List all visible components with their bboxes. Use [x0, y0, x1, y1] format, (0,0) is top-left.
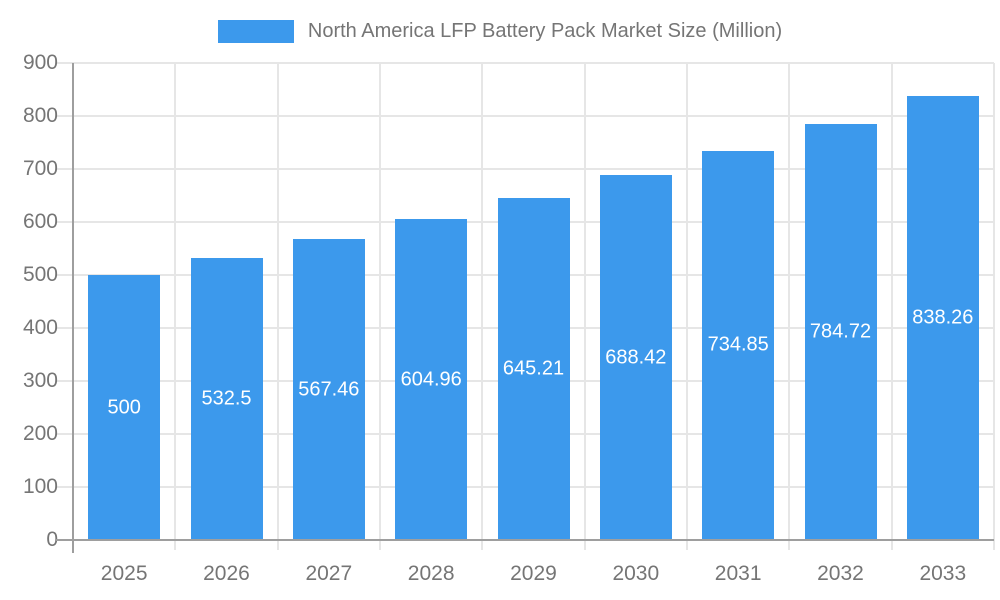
legend[interactable]: North America LFP Battery Pack Market Si…	[0, 17, 1000, 45]
x-gridline	[276, 63, 279, 550]
x-gridline	[993, 63, 995, 550]
x-axis-line	[56, 539, 994, 541]
x-gridline	[174, 63, 177, 550]
legend-series-label: North America LFP Battery Pack Market Si…	[307, 19, 783, 42]
bar-value-label: 604.96	[400, 368, 462, 391]
y-axis-tick-label: 500	[22, 263, 58, 286]
x-axis-tick-label: 2029	[510, 562, 557, 585]
bar-value-label: 500	[107, 396, 141, 418]
y-axis-tick-label: 400	[22, 316, 58, 339]
x-axis-tick-label: 2032	[817, 562, 864, 585]
bar-value-label: 688.42	[605, 346, 667, 369]
bar[interactable]	[804, 124, 877, 540]
y-axis-tick-label: 0	[46, 528, 58, 551]
x-axis-tick-label: 2026	[203, 562, 250, 585]
x-axis-tick-label: 2031	[714, 562, 762, 585]
x-gridline	[788, 63, 791, 550]
bar[interactable]	[497, 198, 570, 540]
x-gridline	[481, 63, 484, 550]
bar[interactable]	[88, 275, 161, 540]
y-axis-tick-label: 300	[22, 369, 58, 392]
y-axis-tick-label: 200	[22, 422, 58, 445]
legend-swatch	[217, 19, 294, 43]
bar-value-label: 567.46	[298, 378, 360, 401]
bar[interactable]	[906, 95, 979, 540]
x-axis-tick-label: 2028	[407, 562, 455, 585]
bar-value-label: 734.85	[707, 333, 769, 356]
y-axis-tick-label: 600	[22, 210, 58, 233]
x-axis-tick-label: 2025	[100, 562, 148, 585]
y-gridline	[56, 168, 994, 170]
y-axis-line	[72, 63, 74, 553]
bar[interactable]	[599, 175, 672, 540]
bar[interactable]	[702, 150, 775, 540]
x-axis-tick-label: 2030	[612, 562, 660, 585]
x-axis-tick-label: 2027	[305, 562, 353, 585]
x-axis-tick-label: 2033	[919, 562, 967, 585]
x-gridline	[583, 63, 586, 550]
bar-value-label: 784.72	[809, 320, 872, 343]
bar-value-label: 532.5	[201, 387, 252, 410]
y-axis-tick-label: 900	[22, 51, 58, 74]
y-axis-tick-label: 700	[22, 157, 58, 180]
bar[interactable]	[190, 257, 263, 540]
x-gridline	[686, 63, 688, 550]
bar-value-label: 838.26	[912, 306, 974, 329]
bar-value-label: 645.21	[502, 357, 565, 380]
y-gridline	[56, 62, 994, 64]
x-gridline	[890, 63, 893, 550]
bar[interactable]	[292, 239, 365, 540]
x-gridline	[379, 63, 381, 550]
bar[interactable]	[395, 219, 468, 540]
y-axis-tick-label: 100	[22, 475, 58, 498]
y-gridline	[56, 115, 994, 117]
y-axis-tick-label: 800	[22, 104, 58, 127]
